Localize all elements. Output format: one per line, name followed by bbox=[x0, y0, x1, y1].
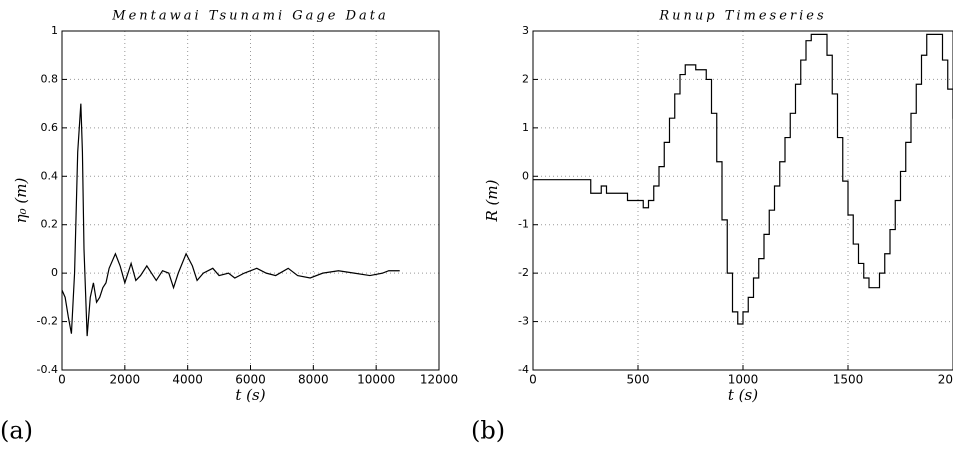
x-tick-label: 2000 bbox=[938, 373, 953, 387]
x-tick-label: 12000 bbox=[420, 373, 458, 387]
y-tick-label: 0 bbox=[51, 266, 58, 279]
y-axis-label: R (m) bbox=[483, 179, 501, 222]
y-tick-label: -1 bbox=[518, 218, 529, 231]
x-tick-label: 500 bbox=[627, 373, 650, 387]
panel-label: (a) bbox=[0, 417, 33, 445]
y-tick-label: -0.2 bbox=[37, 315, 58, 328]
data-line bbox=[533, 33, 953, 325]
x-tick-label: 1500 bbox=[833, 373, 864, 387]
y-tick-label: 1 bbox=[522, 121, 529, 134]
y-tick-label: -3 bbox=[518, 315, 529, 328]
x-axis-label: t (s) bbox=[235, 386, 265, 404]
y-tick-label: 0.8 bbox=[41, 72, 59, 85]
y-tick-label: -2 bbox=[518, 266, 529, 279]
axes-frame bbox=[532, 30, 953, 371]
y-tick-label: -4 bbox=[518, 363, 529, 376]
x-axis-label: t (s) bbox=[728, 386, 758, 404]
data-line bbox=[61, 103, 400, 337]
x-tick-label: 0 bbox=[529, 373, 537, 387]
x-tick-label: 8000 bbox=[298, 373, 329, 387]
y-tick-label: 0.6 bbox=[41, 121, 59, 134]
axes: -4 -3 -2 -1 0 1 2 3 0 500 1000 1500 2000 bbox=[518, 24, 953, 387]
axes-frame bbox=[61, 30, 440, 371]
axes: -0.4 -0.2 0 0.2 0.4 0.6 0.8 1 0 2000 4000 6000 8000 1… bbox=[37, 24, 459, 387]
panel-label: (b) bbox=[471, 417, 505, 445]
x-tick-label: 4000 bbox=[172, 373, 203, 387]
y-tick-label: 1 bbox=[51, 24, 58, 37]
y-axis-label: η₀ (m) bbox=[12, 178, 30, 224]
x-tick-label: 6000 bbox=[235, 373, 266, 387]
x-tick-label: 1000 bbox=[728, 373, 759, 387]
y-tick-label: -0.4 bbox=[37, 363, 58, 376]
chart-title: Runup Timeseries bbox=[658, 9, 826, 24]
y-tick-label: 0 bbox=[522, 169, 529, 182]
chart-title: Mentawai Tsunami Gage Data bbox=[111, 9, 388, 24]
y-tick-label: 0.2 bbox=[41, 218, 59, 231]
y-tick-label: 2 bbox=[522, 72, 529, 85]
x-tick-label: 0 bbox=[58, 373, 66, 387]
y-tick-label: 0.4 bbox=[41, 169, 59, 182]
x-tick-label: 10000 bbox=[357, 373, 395, 387]
x-tick-label: 2000 bbox=[110, 373, 141, 387]
y-tick-label: 3 bbox=[522, 24, 529, 37]
